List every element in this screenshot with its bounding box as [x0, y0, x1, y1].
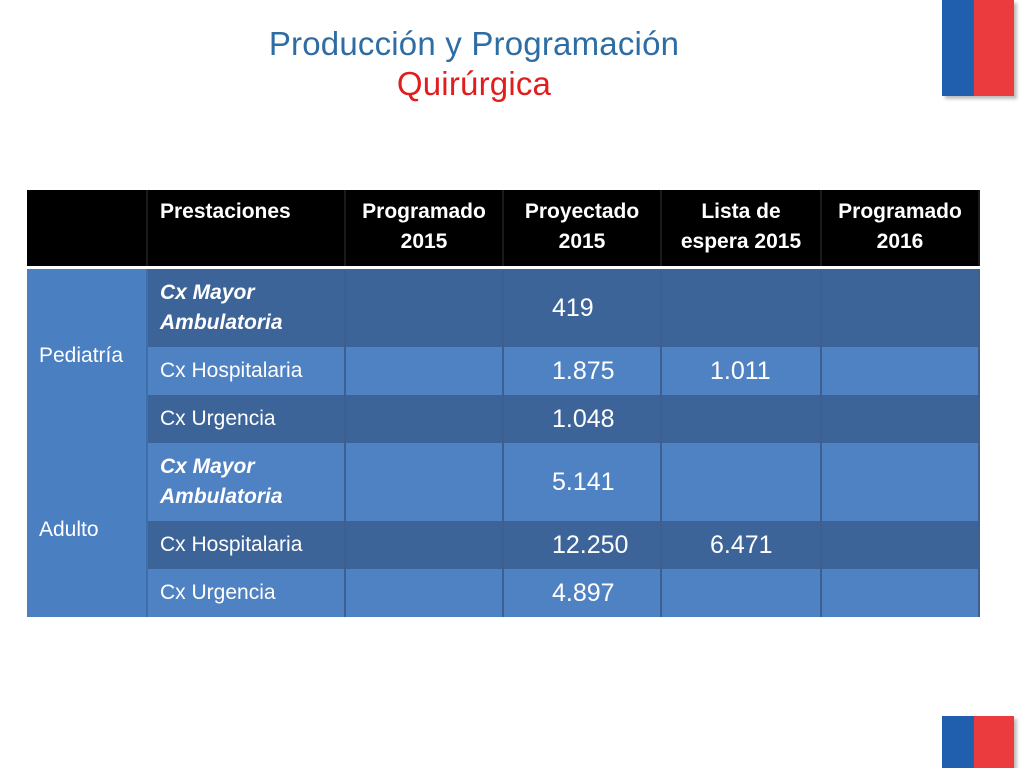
proyectado-2015-cell: 419: [503, 267, 662, 347]
programado-2015-cell: [345, 347, 504, 395]
proyectado-2015-cell: 1.875: [503, 347, 662, 395]
header-prestaciones: Prestaciones: [147, 190, 346, 269]
lista-espera-cell: [661, 267, 822, 347]
proyectado-2015-cell: 12.250: [503, 521, 662, 569]
programado-2016-cell: [821, 443, 980, 521]
lista-espera-cell: 1.011: [661, 347, 822, 395]
programado-2015-cell: [345, 569, 504, 617]
flag-blue-stripe: [942, 0, 974, 96]
group-label-pediatria: Pediatría: [27, 267, 148, 443]
programado-2015-cell: [345, 443, 504, 521]
programado-2015-cell: [345, 521, 504, 569]
programado-2016-cell: [821, 267, 980, 347]
proyectado-2015-cell: 4.897: [503, 569, 662, 617]
chile-flag-decoration-top: [942, 0, 1014, 96]
table-row: Cx Urgencia 1.048: [27, 395, 980, 443]
table-header-row: Prestaciones Programado 2015 Proyectado …: [27, 190, 980, 269]
prestacion-cell: Cx Hospitalaria: [147, 521, 346, 569]
prestacion-cell: Cx Mayor Ambulatoria: [147, 443, 346, 521]
flag-red-stripe: [974, 716, 1014, 768]
table-row: Cx Urgencia 4.897: [27, 569, 980, 617]
programado-2015-cell: [345, 267, 504, 347]
surgical-production-table: Prestaciones Programado 2015 Proyectado …: [27, 190, 980, 617]
proyectado-2015-cell: 1.048: [503, 395, 662, 443]
title-line-2: Quirúrgica: [396, 65, 552, 102]
chile-flag-decoration-bottom: [942, 716, 1014, 768]
header-group: [27, 190, 148, 269]
title-line-1: Producción y Programación: [268, 25, 680, 62]
header-proyectado-2015: Proyectado 2015: [503, 190, 662, 269]
programado-2015-cell: [345, 395, 504, 443]
table-row: Adulto Cx Mayor Ambulatoria 5.141: [27, 443, 980, 617]
prestacion-cell: Cx Urgencia: [147, 395, 346, 443]
prestacion-cell: Cx Hospitalaria: [147, 347, 346, 395]
programado-2016-cell: [821, 395, 980, 443]
programado-2016-cell: [821, 569, 980, 617]
table-row: Cx Hospitalaria 1.875 1.011: [27, 347, 980, 395]
proyectado-2015-cell: 5.141: [503, 443, 662, 521]
lista-espera-cell: [661, 569, 822, 617]
prestacion-cell: Cx Mayor Ambulatoria: [147, 267, 346, 347]
header-programado-2016: Programado 2016: [821, 190, 980, 269]
flag-blue-stripe: [942, 716, 974, 768]
lista-espera-cell: [661, 395, 822, 443]
programado-2016-cell: [821, 347, 980, 395]
flag-red-stripe: [974, 0, 1014, 96]
lista-espera-cell: [661, 443, 822, 521]
prestacion-cell: Cx Urgencia: [147, 569, 346, 617]
group-label-adulto: Adulto: [27, 443, 148, 617]
programado-2016-cell: [821, 521, 980, 569]
table-row: Cx Hospitalaria 12.250 6.471: [27, 521, 980, 569]
header-lista-espera-2015: Lista de espera 2015: [661, 190, 822, 269]
header-programado-2015: Programado 2015: [345, 190, 504, 269]
slide-title: Producción y Programación Quirúrgica: [0, 24, 948, 104]
table-row: Pediatría Cx Mayor Ambulatoria 419: [27, 267, 980, 443]
lista-espera-cell: 6.471: [661, 521, 822, 569]
